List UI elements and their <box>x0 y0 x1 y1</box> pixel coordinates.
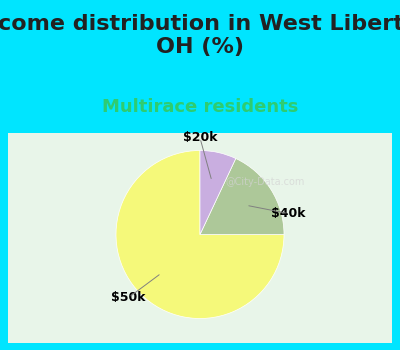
Wedge shape <box>200 159 284 234</box>
Wedge shape <box>200 150 236 234</box>
Text: $40k: $40k <box>271 207 306 220</box>
Text: Multirace residents: Multirace residents <box>102 98 298 116</box>
FancyBboxPatch shape <box>8 133 392 343</box>
Text: @City-Data.com: @City-Data.com <box>225 177 304 187</box>
Wedge shape <box>116 150 284 318</box>
Text: $20k: $20k <box>183 131 217 145</box>
Text: Income distribution in West Liberty,
OH (%): Income distribution in West Liberty, OH … <box>0 14 400 57</box>
Text: $50k: $50k <box>111 291 146 304</box>
